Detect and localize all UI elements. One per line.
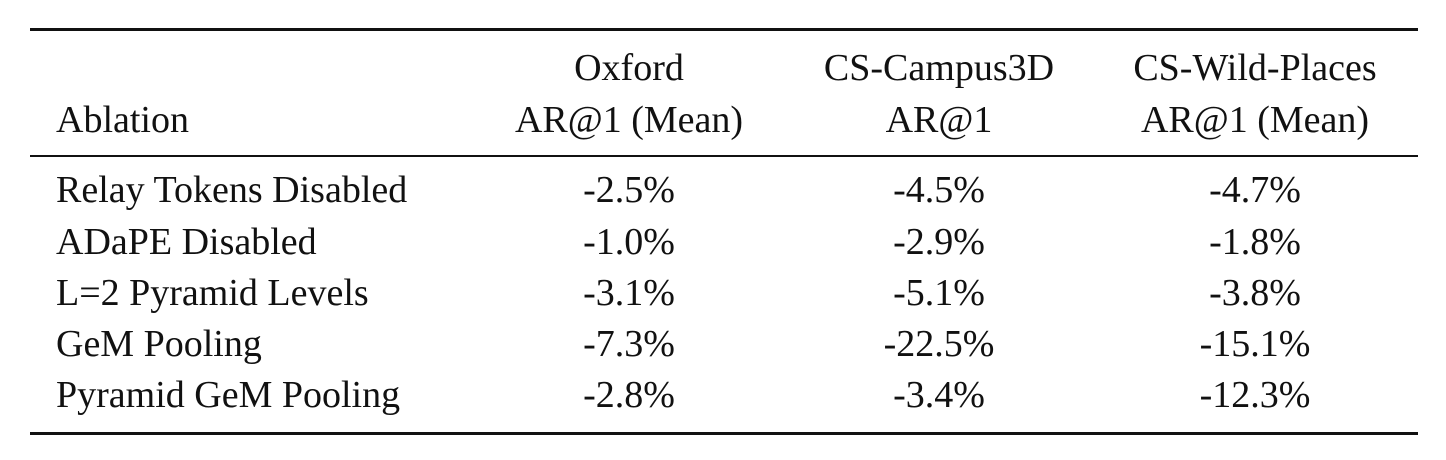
header-oxford-dataset: Oxford — [574, 47, 684, 89]
table-body: Relay Tokens Disabled -2.5% -4.5% -4.7% … — [30, 157, 1418, 432]
cell-oxford: -7.3% — [583, 323, 675, 365]
cell-campus: -3.4% — [893, 374, 985, 416]
row-name: Relay Tokens Disabled — [56, 169, 408, 211]
ablation-table: Ablation Oxford AR@1 (Mean) CS-Campus3D … — [30, 28, 1418, 435]
cell-wild: -15.1% — [1199, 323, 1311, 365]
cell-wild: -4.7% — [1209, 169, 1301, 211]
row-name: Pyramid GeM Pooling — [56, 374, 401, 416]
header-oxford-metric: AR@1 (Mean) — [514, 99, 744, 141]
cell-wild: -12.3% — [1199, 374, 1311, 416]
cell-oxford: -2.5% — [583, 169, 675, 211]
header-rule — [30, 155, 1418, 157]
header-ablation: Ablation — [56, 99, 189, 141]
cell-campus: -22.5% — [883, 323, 995, 365]
table-row: Pyramid GeM Pooling -2.8% -3.4% -12.3% — [30, 370, 1418, 421]
header-wild-dataset: CS-Wild-Places — [1133, 47, 1377, 89]
row-name: GeM Pooling — [56, 323, 262, 365]
cell-oxford: -1.0% — [583, 221, 675, 263]
row-name: L=2 Pyramid Levels — [56, 272, 369, 314]
cell-campus: -2.9% — [893, 221, 985, 263]
cell-campus: -5.1% — [893, 272, 985, 314]
header-campus-dataset: CS-Campus3D — [823, 47, 1055, 89]
table-row: GeM Pooling -7.3% -22.5% -15.1% — [30, 319, 1418, 370]
table-row: L=2 Pyramid Levels -3.1% -5.1% -3.8% — [30, 268, 1418, 319]
cell-oxford: -3.1% — [583, 272, 675, 314]
table-row: ADaPE Disabled -1.0% -2.9% -1.8% — [30, 217, 1418, 268]
cell-wild: -1.8% — [1209, 221, 1301, 263]
table-row: Relay Tokens Disabled -2.5% -4.5% -4.7% — [30, 165, 1418, 216]
top-rule — [30, 28, 1418, 31]
header-campus-metric: AR@1 — [885, 99, 993, 141]
cell-campus: -4.5% — [893, 169, 985, 211]
cell-wild: -3.8% — [1209, 272, 1301, 314]
cell-oxford: -2.8% — [583, 374, 675, 416]
header-wild: CS-Wild-Places AR@1 (Mean) — [1110, 42, 1400, 146]
header-oxford: Oxford AR@1 (Mean) — [500, 42, 758, 146]
row-name: ADaPE Disabled — [56, 221, 317, 263]
table-header: Ablation Oxford AR@1 (Mean) CS-Campus3D … — [30, 31, 1418, 155]
header-campus: CS-Campus3D AR@1 — [805, 42, 1073, 146]
bottom-rule — [30, 432, 1418, 435]
header-wild-metric: AR@1 (Mean) — [1140, 99, 1370, 141]
